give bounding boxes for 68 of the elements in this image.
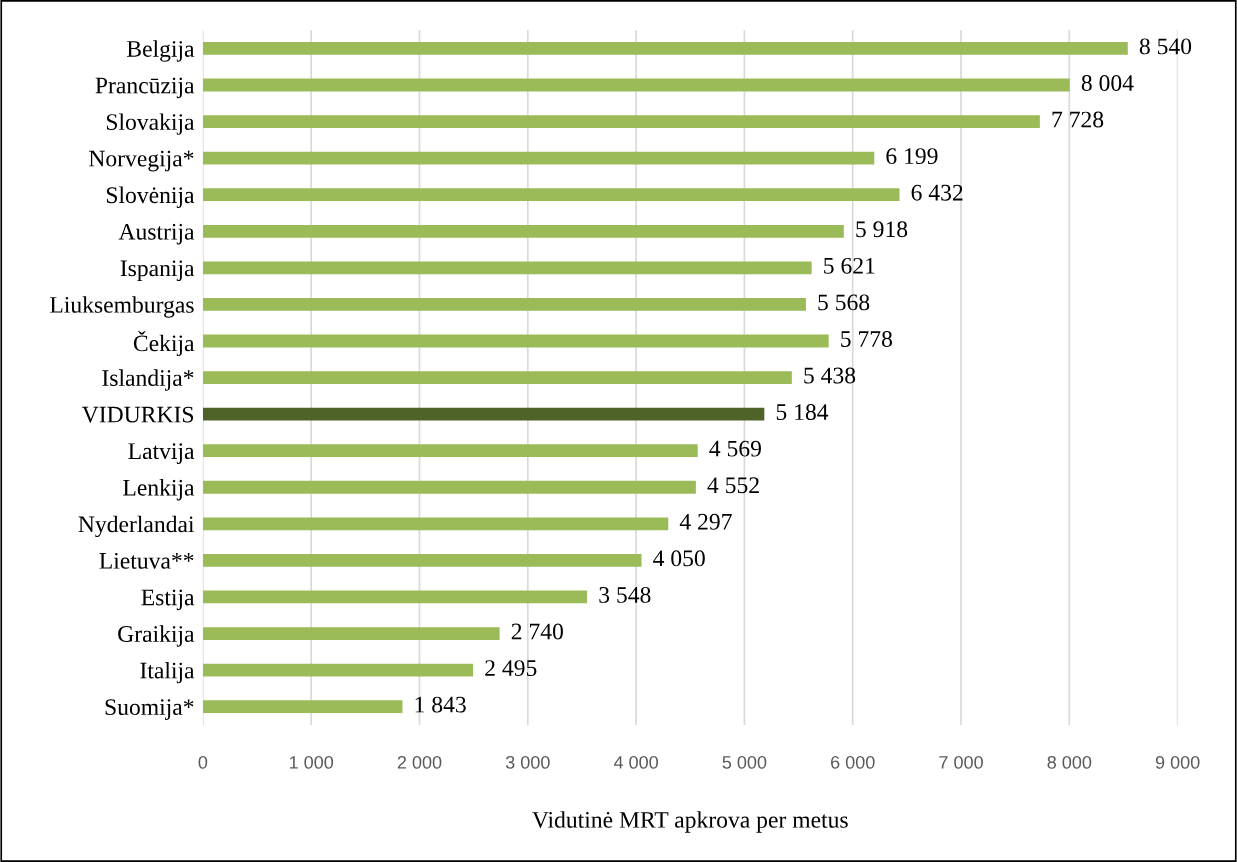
bar bbox=[202, 553, 642, 567]
y-tick-label: Slovėnija bbox=[106, 186, 195, 208]
x-tick-label: 4 000 bbox=[613, 755, 658, 769]
bar bbox=[202, 371, 792, 384]
bar bbox=[202, 78, 1070, 92]
y-tick-label: Ispanija bbox=[120, 260, 195, 282]
bar bbox=[202, 407, 765, 421]
data-label: 8 004 bbox=[1081, 75, 1134, 91]
x-tick-label: 0 bbox=[198, 755, 208, 769]
bar bbox=[202, 444, 698, 458]
y-tick-label: Suomija* bbox=[105, 699, 194, 720]
data-label: 4 297 bbox=[679, 513, 732, 530]
data-label: 5 621 bbox=[824, 257, 875, 274]
y-tick-label: Latvija bbox=[128, 443, 195, 464]
data-label: 2 495 bbox=[485, 660, 537, 676]
y-tick-label: VIDURKIS bbox=[81, 406, 194, 423]
bar bbox=[202, 480, 696, 494]
y-tick-label: Liuksemburgas bbox=[50, 296, 194, 318]
bar bbox=[202, 663, 474, 677]
data-label: 4 050 bbox=[653, 550, 705, 567]
data-label: 6 432 bbox=[911, 184, 963, 201]
y-tick-label: Belgija bbox=[127, 40, 195, 62]
data-label: 2 740 bbox=[511, 623, 563, 640]
bar bbox=[202, 151, 875, 165]
data-label: 4 569 bbox=[709, 440, 761, 457]
bar bbox=[202, 627, 500, 640]
y-tick-label: Prancūzija bbox=[95, 77, 195, 99]
bar bbox=[202, 298, 806, 311]
bar bbox=[202, 590, 588, 604]
y-tick-label: Slovakija bbox=[106, 113, 195, 135]
bar bbox=[202, 42, 1128, 55]
x-tick-label: 6 000 bbox=[831, 755, 875, 769]
y-tick-label: Norvegija* bbox=[89, 150, 194, 172]
y-tick-label: Estija bbox=[141, 589, 195, 611]
x-axis-title: Vidutinė MRT apkrova per metus bbox=[532, 811, 848, 833]
data-label: 5 568 bbox=[818, 294, 870, 311]
y-tick-label: Lenkija bbox=[123, 479, 195, 501]
y-tick-label: Islandija* bbox=[102, 369, 194, 391]
data-label: 5 778 bbox=[841, 330, 892, 347]
x-tick-label: 9 000 bbox=[1155, 755, 1200, 769]
data-label: 6 199 bbox=[886, 148, 938, 165]
bar bbox=[202, 700, 403, 714]
bar bbox=[202, 517, 669, 531]
x-tick-label: 5 000 bbox=[722, 755, 767, 769]
data-label: 7 728 bbox=[1052, 111, 1104, 128]
bar bbox=[202, 115, 1040, 128]
x-tick-label: 2 000 bbox=[397, 755, 442, 769]
data-label: 5 438 bbox=[804, 367, 856, 384]
y-tick-label: Austrija bbox=[118, 223, 195, 245]
bar bbox=[202, 334, 829, 348]
data-label: 5 918 bbox=[856, 221, 908, 238]
y-tick-label: Lietuva** bbox=[99, 552, 194, 569]
data-label: 5 184 bbox=[776, 404, 829, 421]
y-tick-label: Graikija bbox=[118, 625, 195, 647]
x-tick-label: 3 000 bbox=[505, 755, 550, 769]
y-tick-label: Čekija bbox=[133, 330, 195, 357]
data-label: 3 548 bbox=[599, 586, 651, 603]
bar bbox=[202, 188, 900, 202]
x-tick-label: 1 000 bbox=[289, 755, 334, 769]
bar bbox=[202, 261, 812, 275]
data-label: 1 843 bbox=[415, 696, 466, 713]
x-tick-label: 8 000 bbox=[1047, 755, 1092, 769]
y-tick-label: Italija bbox=[140, 661, 195, 684]
y-tick-label: Nyderlandai bbox=[78, 515, 195, 538]
x-tick-label: 7 000 bbox=[939, 755, 983, 769]
bar bbox=[202, 224, 844, 238]
data-label: 4 552 bbox=[707, 477, 759, 494]
data-label: 8 540 bbox=[1139, 38, 1192, 55]
